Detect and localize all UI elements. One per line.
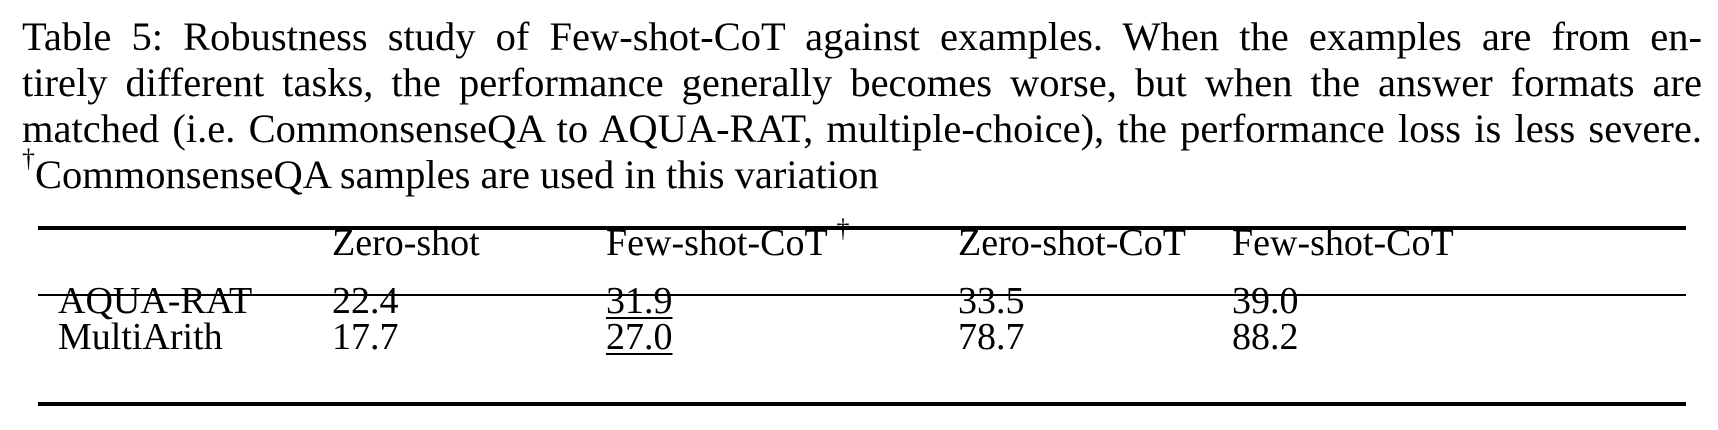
caption-line-4: †CommonsenseQA samples are used in this …: [22, 146, 1702, 198]
row-aqua-rat-zero-shot-cot: 33.5: [958, 280, 1025, 322]
row-multiarith-dataset: MultiArith: [58, 316, 223, 358]
row-aqua-rat-few-shot-cot-dagger: 31.9: [606, 280, 673, 322]
table-caption: Table 5: Robustness study of Few-shot-Co…: [22, 14, 1702, 198]
row-aqua-rat-few-shot-cot: 39.0: [1232, 280, 1299, 322]
caption-dagger: †: [22, 144, 35, 173]
header-zero-shot: Zero-shot: [332, 222, 480, 264]
header-zero-shot-cot: Zero-shot-CoT: [958, 222, 1186, 264]
header-dagger: †: [836, 214, 850, 243]
table-bottom-rule: [38, 402, 1686, 406]
caption-line-3: matched (i.e. CommonsenseQA to AQUA-RAT,…: [22, 106, 1702, 151]
table-header-rule: [38, 294, 1686, 296]
row-aqua-rat-dataset: AQUA-RAT: [58, 280, 253, 322]
row-multiarith-few-shot-cot-dagger: 27.0: [606, 316, 673, 358]
row-multiarith-zero-shot: 17.7: [332, 316, 399, 358]
caption-line-2: tirely different tasks, the performance …: [22, 60, 1702, 105]
table-top-rule: [38, 226, 1686, 230]
row-multiarith-few-shot-cot: 88.2: [1232, 316, 1299, 358]
caption-line-4-text: CommonsenseQA samples are used in this v…: [35, 152, 879, 197]
row-multiarith-zero-shot-cot: 78.7: [958, 316, 1025, 358]
header-few-shot-cot: Few-shot-CoT: [1232, 222, 1454, 264]
row-aqua-rat-zero-shot: 22.4: [332, 280, 399, 322]
caption-line-1: Table 5: Robustness study of Few-shot-Co…: [22, 14, 1702, 59]
header-few-shot-cot-dagger: Few-shot-CoT †: [606, 216, 849, 265]
header-few-shot-cot-dagger-label: Few-shot-CoT: [606, 222, 827, 264]
